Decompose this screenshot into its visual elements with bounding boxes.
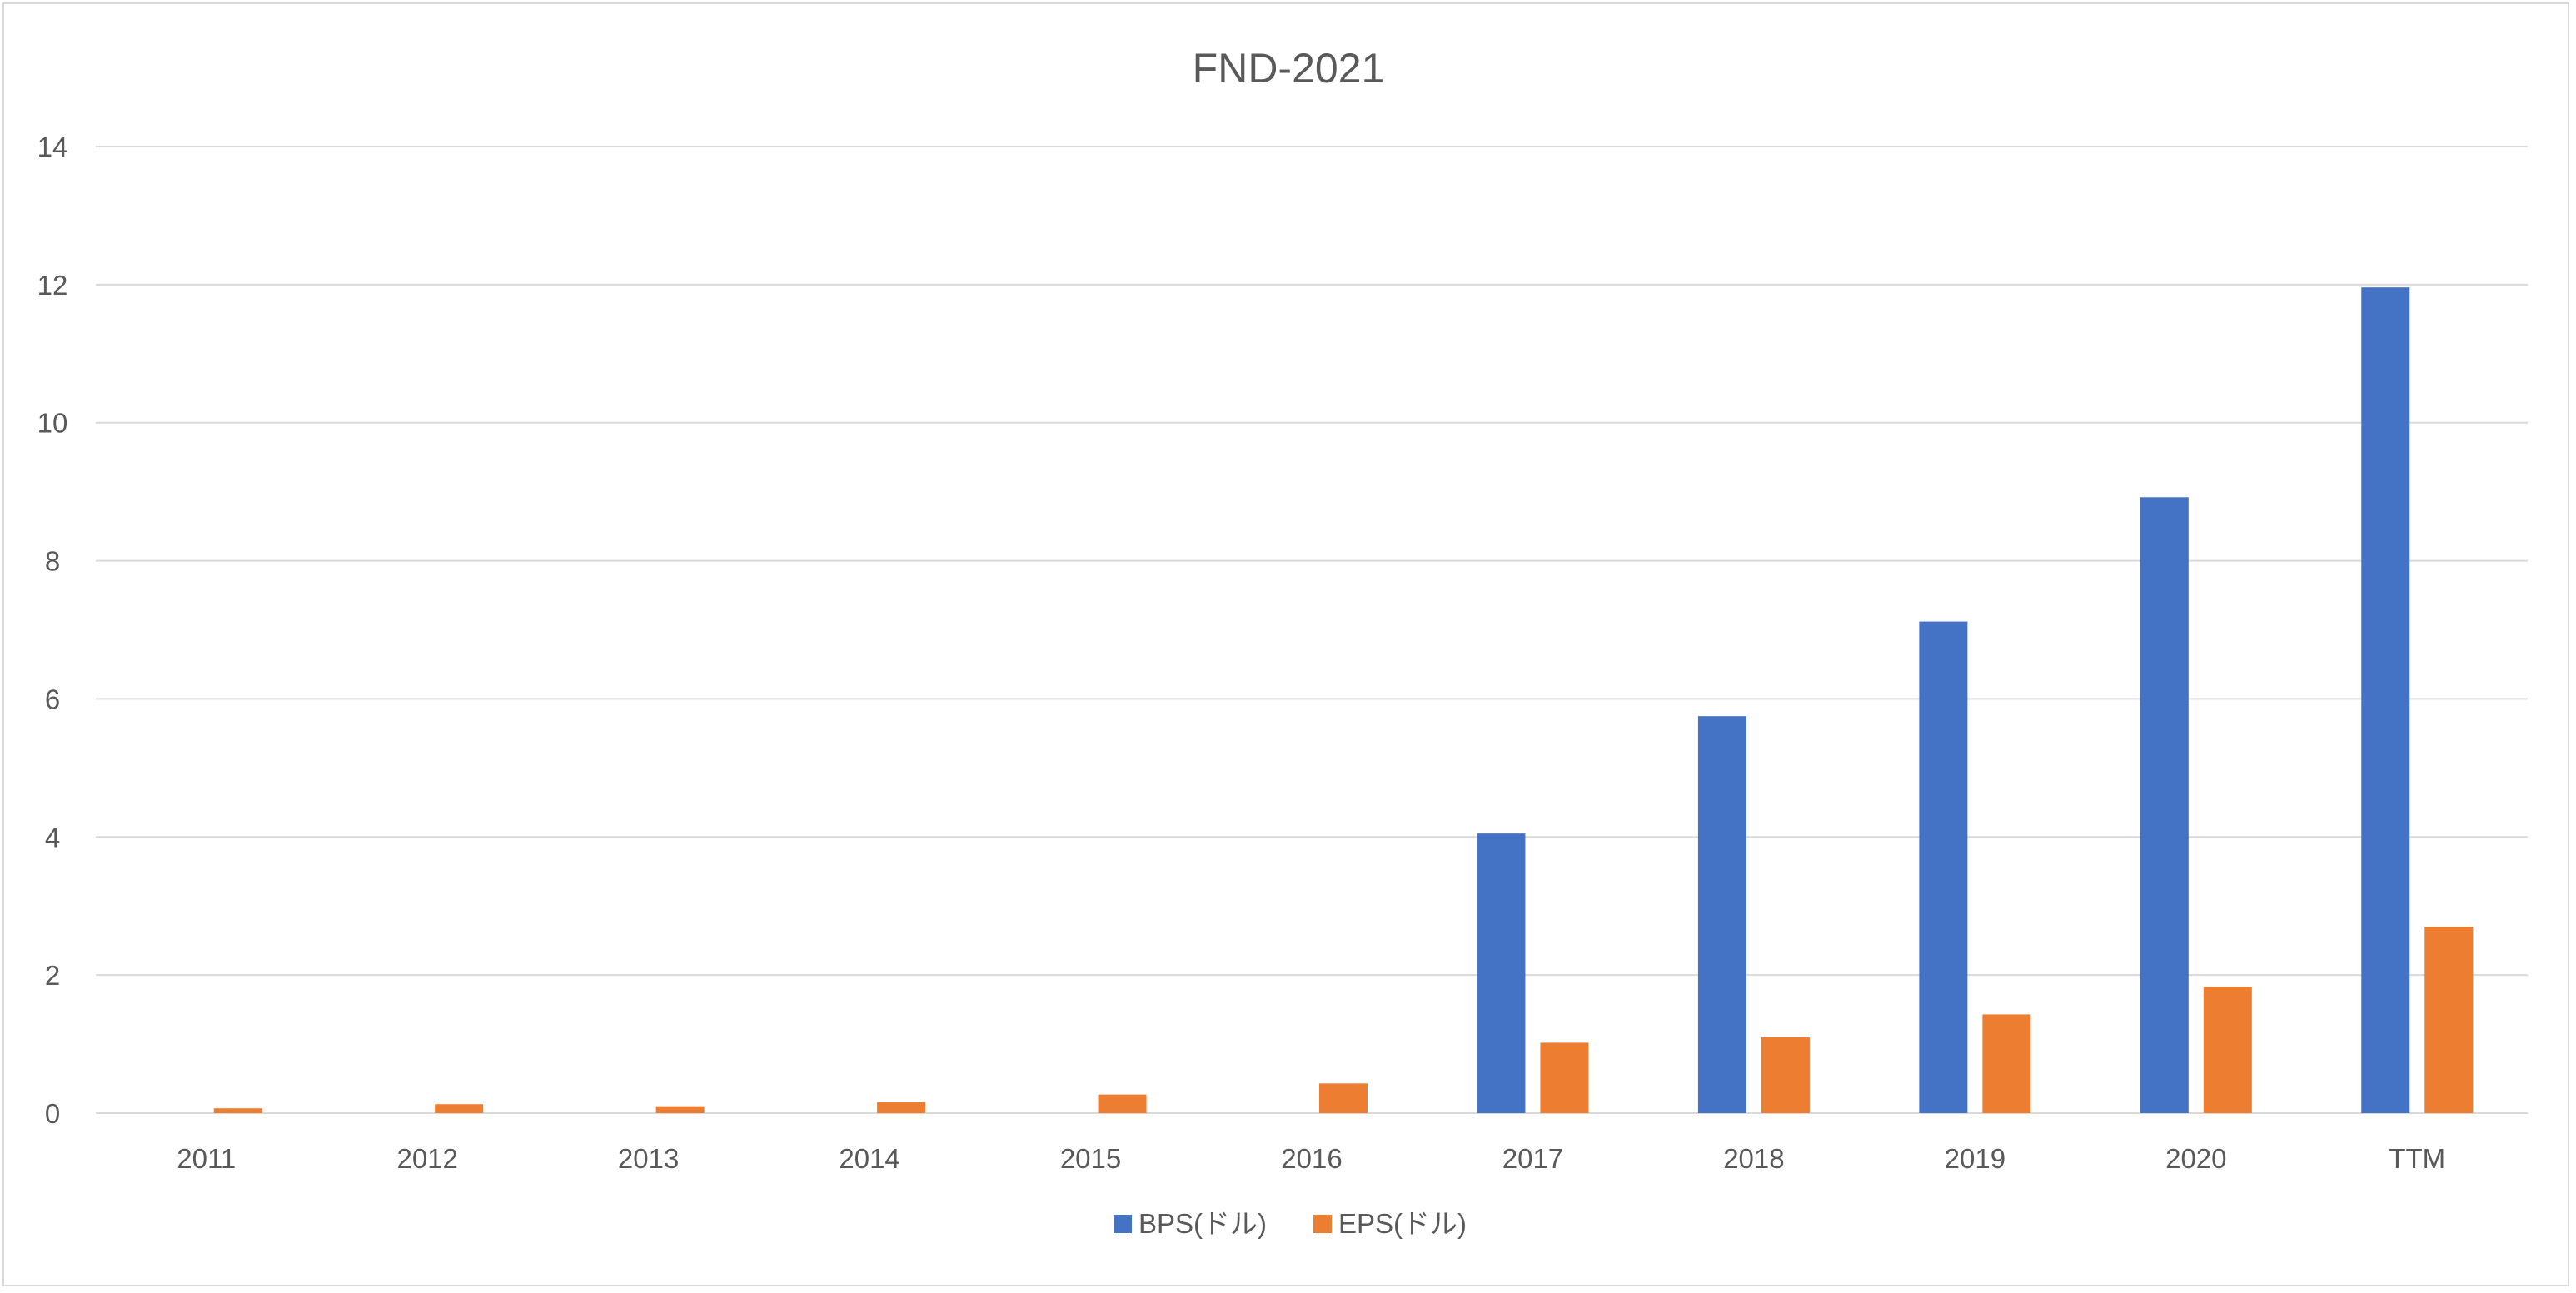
bar-eps-2019	[1982, 1014, 2031, 1113]
x-tick-label: 2014	[839, 1143, 899, 1174]
x-tick-label: 2018	[1723, 1143, 1784, 1174]
x-tick-label: 2011	[177, 1143, 236, 1174]
bar-eps-2020	[2203, 987, 2252, 1113]
gridlines	[96, 146, 2528, 1114]
legend-swatch-eps	[1313, 1215, 1332, 1233]
x-tick-label: 2019	[1945, 1143, 2005, 1174]
bar-bps-ttm	[2361, 287, 2410, 1113]
bar-eps-2013	[655, 1106, 705, 1113]
y-axis-ticks: 0 2 4 6 8 10 12 14	[37, 132, 68, 1129]
bar-eps-2015	[1098, 1094, 1147, 1113]
bar-eps-ttm	[2424, 927, 2474, 1113]
bar-eps-2016	[1319, 1083, 1368, 1113]
y-tick-label: 14	[37, 132, 68, 162]
bar-eps-2018	[1761, 1037, 1810, 1113]
y-tick-label: 2	[45, 960, 60, 991]
x-axis-ticks: 2011 2012 2013 2014 2015 2016 2017 2018 2019 2020…	[177, 1143, 2445, 1174]
chart-title: FND-2021	[1193, 45, 1385, 92]
legend-swatch-bps	[1114, 1215, 1132, 1233]
y-tick-label: 0	[45, 1098, 60, 1129]
bar-eps-2017	[1540, 1042, 1589, 1113]
x-tick-label: 2017	[1502, 1143, 1563, 1174]
bar-eps-2014	[877, 1102, 926, 1113]
x-tick-label: 2020	[2165, 1143, 2226, 1174]
bar-bps-2017	[1477, 833, 1526, 1113]
legend: BPS(ドル) EPS(ドル)	[1114, 1208, 1467, 1239]
x-tick-label: 2016	[1281, 1143, 1342, 1174]
bar-bps-2020	[2140, 497, 2189, 1113]
bar-bps-2019	[1919, 621, 1968, 1113]
bar-eps-2011	[213, 1108, 262, 1113]
bars	[213, 287, 2474, 1113]
bar-eps-2012	[435, 1104, 484, 1113]
x-tick-label: 2015	[1060, 1143, 1121, 1174]
legend-label-bps: BPS(ドル)	[1139, 1208, 1267, 1239]
x-tick-label: TTM	[2389, 1143, 2445, 1174]
y-tick-label: 4	[45, 822, 60, 853]
y-tick-label: 6	[45, 684, 60, 714]
x-tick-label: 2012	[396, 1143, 457, 1174]
legend-label-eps: EPS(ドル)	[1338, 1208, 1467, 1239]
x-tick-label: 2013	[618, 1143, 679, 1174]
y-tick-label: 12	[37, 270, 68, 301]
y-tick-label: 8	[45, 546, 60, 577]
bar-bps-2018	[1697, 716, 1746, 1113]
y-tick-label: 10	[37, 408, 68, 439]
